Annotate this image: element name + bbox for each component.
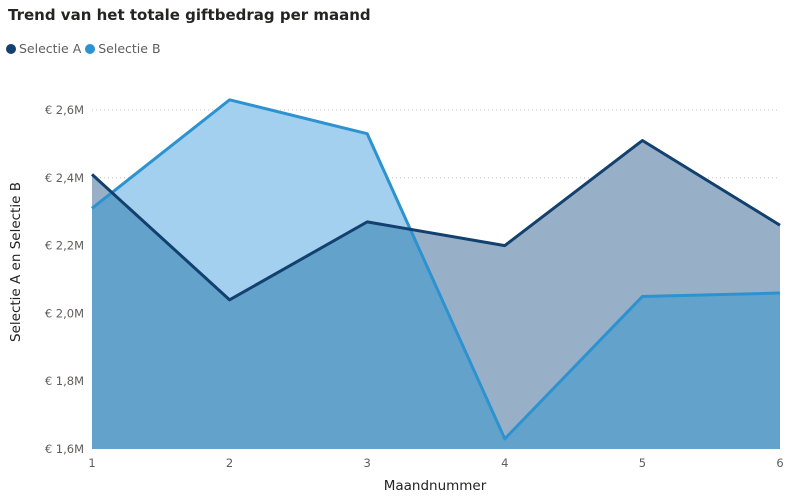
y-tick-label: € 2,4M — [45, 171, 84, 185]
x-axis-ticks: 1 2 3 4 5 6 — [88, 456, 783, 470]
x-tick-label: 3 — [364, 456, 371, 470]
chart-title: Trend van het totale giftbedrag per maan… — [8, 6, 371, 24]
series-lines — [90, 98, 781, 441]
area-overlap — [92, 192, 780, 449]
x-tick-label: 6 — [776, 456, 783, 470]
legend-marker-selectie-b — [85, 43, 96, 54]
x-tick-label: 5 — [639, 456, 646, 470]
series-areas — [92, 99, 780, 449]
x-tick-label: 2 — [226, 456, 233, 470]
y-axis-ticks: € 1,6M € 1,8M € 2,0M € 2,2M € 2,4M € 2,6M — [45, 103, 84, 456]
x-tick-label: 1 — [88, 456, 95, 470]
y-tick-label: € 2,6M — [45, 103, 84, 117]
y-tick-label: € 1,6M — [45, 442, 84, 456]
x-tick-label: 4 — [501, 456, 508, 470]
y-tick-label: € 1,8M — [45, 374, 84, 388]
line-selectie-b[interactable] — [91, 98, 781, 441]
x-axis-title: Maandnummer — [384, 478, 487, 494]
y-axis-title: Selectie A en Selectie B — [8, 182, 24, 342]
legend-label-selectie-a: Selectie A — [19, 41, 82, 56]
legend-item-selectie-b[interactable]: Selectie B — [85, 41, 161, 56]
legend-label-selectie-b: Selectie B — [98, 41, 161, 56]
y-tick-label: € 2,2M — [45, 239, 84, 253]
y-tick-label: € 2,0M — [45, 306, 84, 320]
line-selectie-a[interactable] — [90, 139, 781, 302]
legend-marker-selectie-a — [6, 43, 16, 54]
legend-item-selectie-a[interactable]: Selectie A — [6, 41, 81, 56]
legend: Selectie A Selectie B — [6, 41, 165, 56]
